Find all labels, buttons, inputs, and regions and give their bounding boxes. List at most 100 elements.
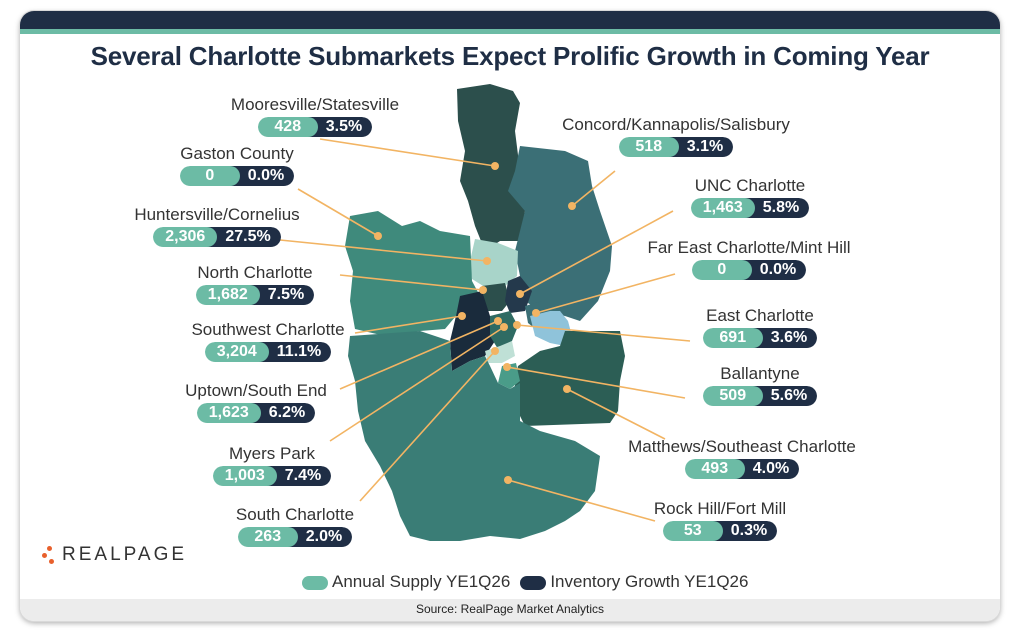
label-ballantyne: Ballantyne 509 5.6%	[680, 364, 840, 406]
label-unc: UNC Charlotte 1,463 5.8%	[670, 176, 830, 218]
metric-pill: 53 0.3%	[662, 521, 778, 541]
legend-growth-label: Inventory Growth YE1Q26	[550, 572, 749, 591]
submarket-name: Uptown/South End	[185, 381, 327, 400]
supply-value: 1,682	[195, 285, 260, 305]
label-southwest: Southwest Charlotte 3,204 11.1%	[168, 320, 368, 362]
metric-pill: 691 3.6%	[702, 328, 818, 348]
legend-item-growth: Inventory Growth YE1Q26	[520, 572, 748, 592]
supply-swatch	[302, 575, 328, 590]
metric-pill: 1,463 5.8%	[690, 198, 810, 218]
header-stripe	[20, 29, 1000, 34]
infographic-card: Several Charlotte Submarkets Expect Prol…	[20, 11, 1000, 621]
logo-wordmark: REALPAGE	[62, 544, 188, 565]
submarket-name: East Charlotte	[706, 306, 814, 325]
footer-bar	[20, 599, 1000, 621]
label-myers-park: Myers Park 1,003 7.4%	[192, 444, 352, 486]
submarket-name: Southwest Charlotte	[191, 320, 345, 339]
label-concord: Concord/Kannapolis/Salisbury 518 3.1%	[536, 115, 816, 157]
label-gaston: Gaston County 0 0.0%	[152, 144, 322, 186]
supply-value: 1,463	[690, 198, 755, 218]
legend-supply-label: Annual Supply YE1Q26	[332, 572, 511, 591]
growth-value: 0.3%	[712, 521, 778, 541]
growth-value: 5.6%	[752, 386, 818, 406]
leader-dots	[374, 162, 576, 484]
supply-value: 263	[237, 527, 298, 547]
supply-value: 493	[684, 459, 745, 479]
growth-value: 3.5%	[307, 117, 373, 137]
submarket-name: North Charlotte	[197, 263, 313, 282]
region-gaston	[345, 211, 480, 336]
realpage-logo: REALPAGE	[42, 544, 187, 566]
metric-pill: 263 2.0%	[237, 527, 353, 547]
submarket-name: Far East Charlotte/Mint Hill	[647, 238, 851, 257]
submarket-name: Mooresville/Statesville	[230, 95, 400, 114]
growth-value: 7.4%	[266, 466, 332, 486]
logo-dots-icon	[42, 544, 56, 566]
label-matthews: Matthews/Southeast Charlotte 493 4.0%	[602, 437, 882, 479]
metric-pill: 509 5.6%	[702, 386, 818, 406]
label-mooresville: Mooresville/Statesville 428 3.5%	[215, 95, 415, 137]
source-note: Source: RealPage Market Analytics	[415, 602, 605, 616]
legend-item-supply: Annual Supply YE1Q26	[302, 572, 510, 592]
region-north-charlotte	[482, 283, 510, 311]
growth-value: 0.0%	[229, 166, 295, 186]
label-south-charlotte: South Charlotte 263 2.0%	[215, 505, 375, 547]
region-myers	[485, 341, 515, 363]
metric-pill: 428 3.5%	[257, 117, 373, 137]
supply-value: 3,204	[204, 342, 269, 362]
label-huntersville: Huntersville/Cornelius 2,306 27.5%	[112, 205, 322, 247]
supply-value: 0	[179, 166, 240, 186]
growth-value: 7.5%	[249, 285, 315, 305]
supply-value: 509	[702, 386, 763, 406]
leader-lines	[279, 138, 691, 522]
metric-pill: 1,623 6.2%	[196, 403, 316, 423]
submarket-name: Ballantyne	[720, 364, 800, 383]
submarket-map	[279, 84, 691, 541]
growth-value: 6.2%	[250, 403, 316, 423]
growth-value: 0.0%	[741, 260, 807, 280]
metric-pill: 0 0.0%	[179, 166, 295, 186]
growth-value: 3.6%	[752, 328, 818, 348]
supply-value: 691	[702, 328, 763, 348]
supply-value: 1,003	[212, 466, 277, 486]
region-mooresville	[457, 84, 525, 251]
metric-pill: 493 4.0%	[684, 459, 800, 479]
metric-pill: 1,003 7.4%	[212, 466, 332, 486]
legend: Annual Supply YE1Q26 Inventory Growth YE…	[302, 572, 748, 592]
submarket-name: Rock Hill/Fort Mill	[653, 499, 787, 518]
submarket-name: UNC Charlotte	[694, 176, 806, 195]
region-ballantyne	[498, 363, 520, 389]
region-huntersville	[470, 239, 518, 289]
supply-value: 1,623	[196, 403, 261, 423]
growth-value: 2.0%	[287, 527, 353, 547]
label-north-charlotte: North Charlotte 1,682 7.5%	[170, 263, 340, 305]
growth-value: 11.1%	[258, 342, 332, 362]
label-east-charlotte: East Charlotte 691 3.6%	[680, 306, 840, 348]
growth-value: 5.8%	[744, 198, 810, 218]
metric-pill: 0 0.0%	[691, 260, 807, 280]
header-bar	[20, 11, 1000, 29]
supply-value: 428	[257, 117, 318, 137]
label-rock-hill: Rock Hill/Fort Mill 53 0.3%	[635, 499, 805, 541]
growth-swatch	[520, 575, 547, 590]
supply-value: 2,306	[153, 227, 218, 247]
supply-value: 0	[691, 260, 752, 280]
region-concord	[508, 146, 612, 321]
submarket-name: Concord/Kannapolis/Salisbury	[562, 115, 790, 134]
supply-value: 53	[662, 521, 723, 541]
submarket-name: Myers Park	[229, 444, 315, 463]
metric-pill: 2,306 27.5%	[153, 227, 281, 247]
submarket-name: Huntersville/Cornelius	[134, 205, 300, 224]
label-far-east: Far East Charlotte/Mint Hill 0 0.0%	[624, 238, 874, 280]
label-uptown: Uptown/South End 1,623 6.2%	[166, 381, 346, 423]
region-southwest	[450, 291, 495, 371]
metric-pill: 3,204 11.1%	[204, 342, 332, 362]
submarket-name: Gaston County	[180, 144, 294, 163]
growth-value: 4.0%	[734, 459, 800, 479]
chart-title: Several Charlotte Submarkets Expect Prol…	[90, 41, 930, 71]
growth-value: 3.1%	[668, 137, 734, 157]
submarket-name: Matthews/Southeast Charlotte	[628, 437, 856, 456]
supply-value: 518	[618, 137, 679, 157]
growth-value: 27.5%	[207, 227, 281, 247]
metric-pill: 518 3.1%	[618, 137, 734, 157]
